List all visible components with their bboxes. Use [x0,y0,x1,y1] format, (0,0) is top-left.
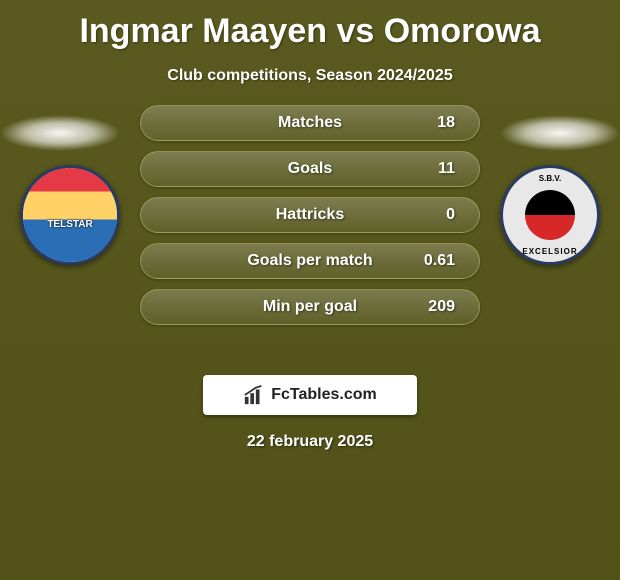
stat-label: Matches [213,114,407,132]
stat-value: 11 [407,160,455,178]
telstar-crest: TELSTAR [23,168,117,262]
comparison-panel: TELSTAR S.B.V. EXCELSIOR Matches 18 Goal… [0,105,620,365]
team-logo-left: TELSTAR [20,165,120,265]
bar-chart-icon [243,384,265,406]
brand-box: FcTables.com [203,375,417,415]
subtitle: Club competitions, Season 2024/2025 [0,67,620,85]
date-text: 22 february 2025 [0,433,620,451]
stat-value: 18 [407,114,455,132]
stat-label: Min per goal [213,298,407,316]
excelsior-ball [525,190,575,240]
page-title: Ingmar Maayen vs Omorowa [0,0,620,51]
stats-list: Matches 18 Goals 11 Hattricks 0 Goals pe… [140,105,480,335]
telstar-text: TELSTAR [47,219,92,230]
excelsior-bottom-text: EXCELSIOR [503,247,597,256]
halo-right [500,115,620,151]
stat-row-min-per-goal: Min per goal 209 [140,289,480,325]
stat-row-matches: Matches 18 [140,105,480,141]
stat-row-goals: Goals 11 [140,151,480,187]
stat-value: 0 [407,206,455,224]
brand-text: FcTables.com [271,386,377,404]
stat-row-goals-per-match: Goals per match 0.61 [140,243,480,279]
team-logo-right: S.B.V. EXCELSIOR [500,165,600,265]
excelsior-top-text: S.B.V. [503,174,597,183]
stat-row-hattricks: Hattricks 0 [140,197,480,233]
stat-value: 0.61 [407,252,455,270]
stat-value: 209 [407,298,455,316]
stat-label: Goals per match [213,252,407,270]
stat-label: Hattricks [213,206,407,224]
halo-left [0,115,120,151]
stat-label: Goals [213,160,407,178]
